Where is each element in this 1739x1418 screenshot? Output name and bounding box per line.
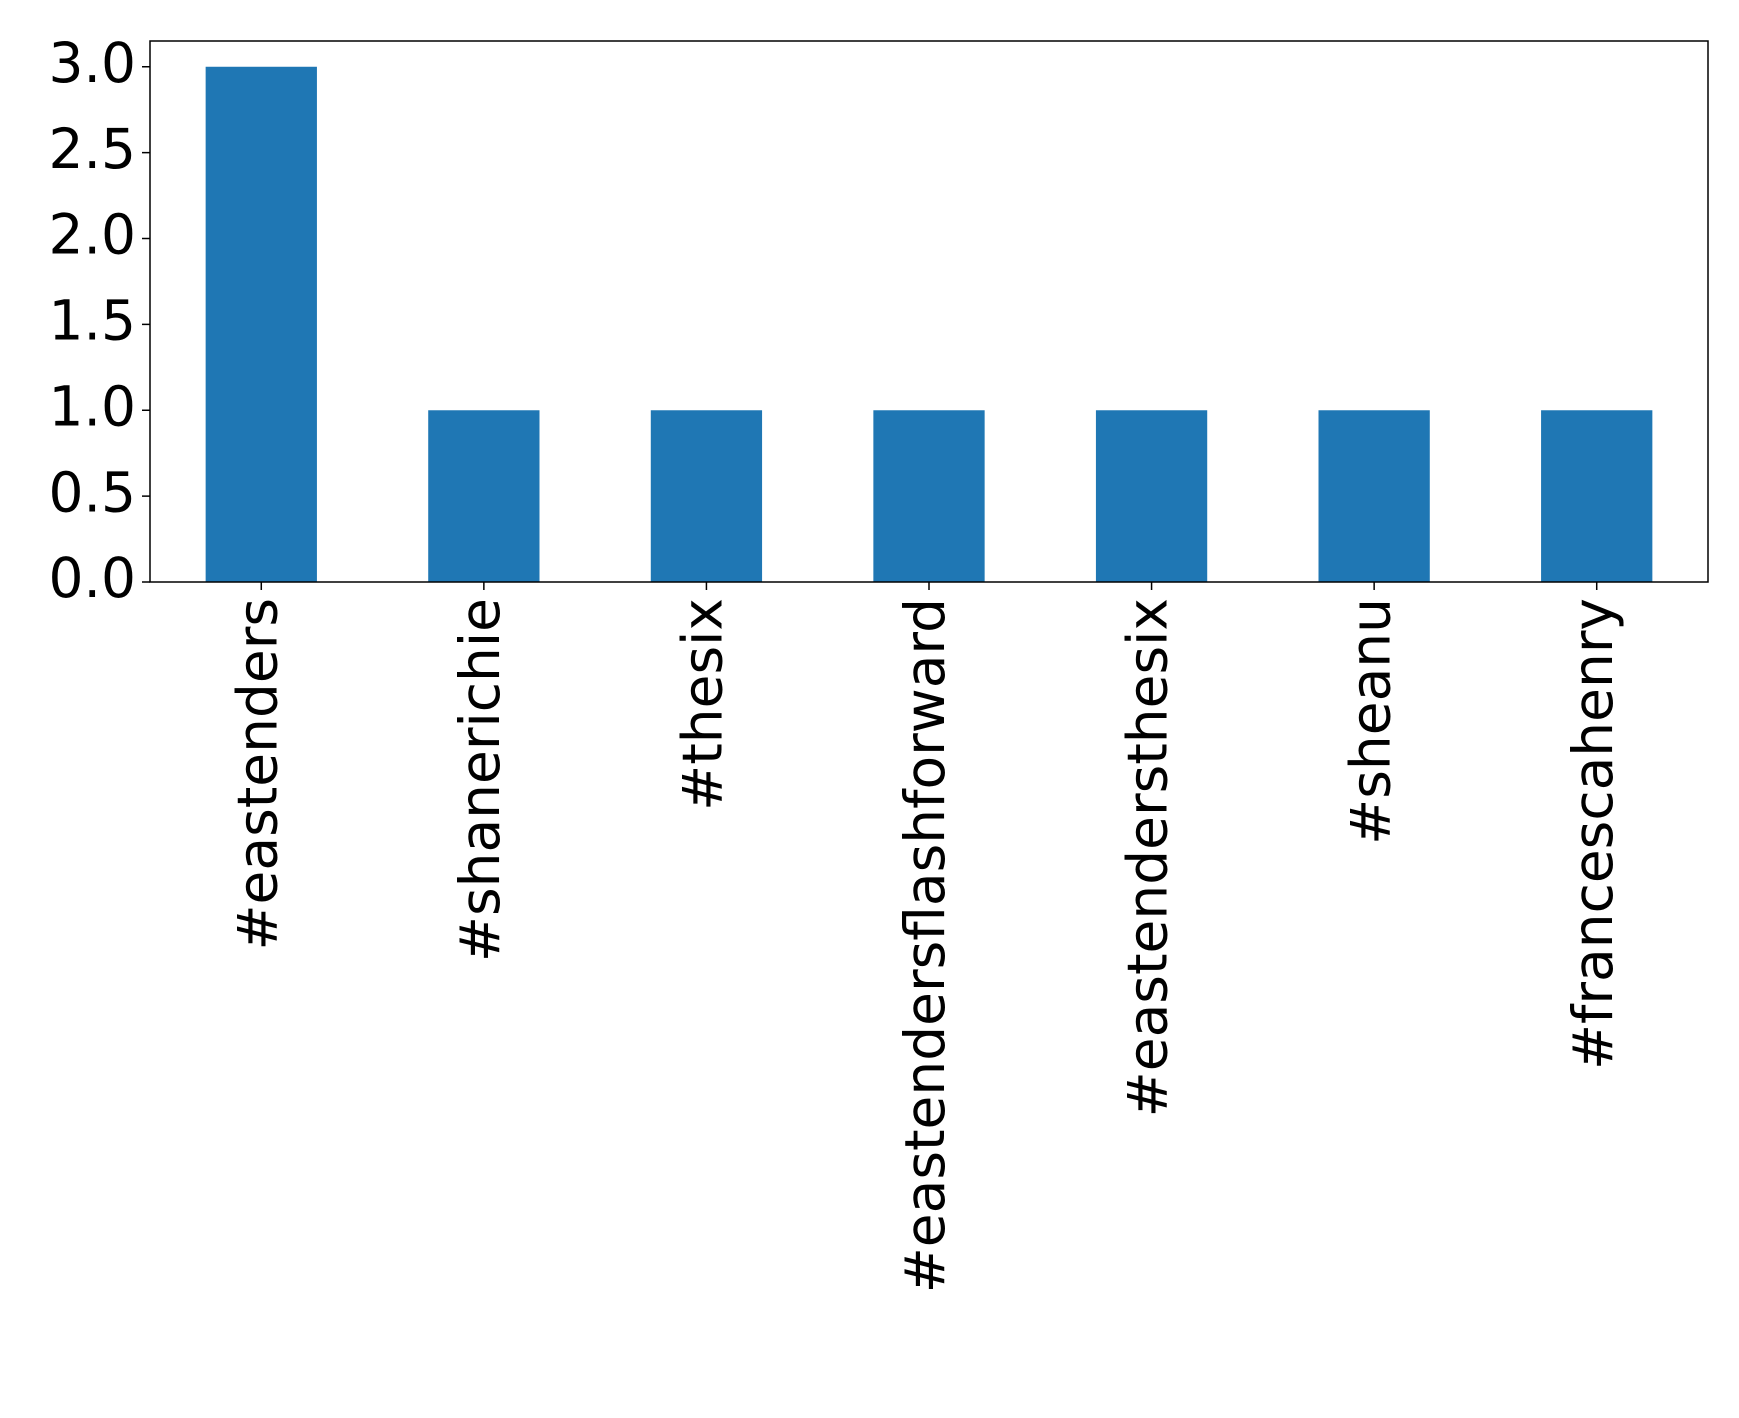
y-tick-label: 2.0 <box>49 203 136 267</box>
y-tick-label: 0.5 <box>49 460 136 524</box>
x-tick-label: #eastendersthesix <box>1116 598 1180 1117</box>
x-tick-label: #eastenders <box>225 598 289 951</box>
bar <box>650 410 763 582</box>
y-tick-label: 3.0 <box>49 31 136 95</box>
y-tick-label: 2.5 <box>49 117 136 181</box>
x-tick-label: #thesix <box>671 598 735 811</box>
bar <box>1318 410 1430 582</box>
x-tick-label: #shanerichie <box>448 598 512 962</box>
y-tick-label: 1.5 <box>49 289 136 353</box>
plot-frame <box>149 40 1709 583</box>
bar <box>873 410 985 582</box>
bar <box>1095 410 1208 582</box>
bar <box>428 410 540 582</box>
x-tick-label: #eastendersflashforward <box>893 598 957 1293</box>
x-tick-label: #francescahenry <box>1561 598 1625 1070</box>
x-tick-label: #sheanu <box>1338 598 1402 845</box>
bar <box>1541 410 1653 582</box>
y-tick-label: 0.0 <box>49 546 136 610</box>
bar <box>205 66 317 582</box>
y-tick-label: 1.0 <box>49 374 136 438</box>
